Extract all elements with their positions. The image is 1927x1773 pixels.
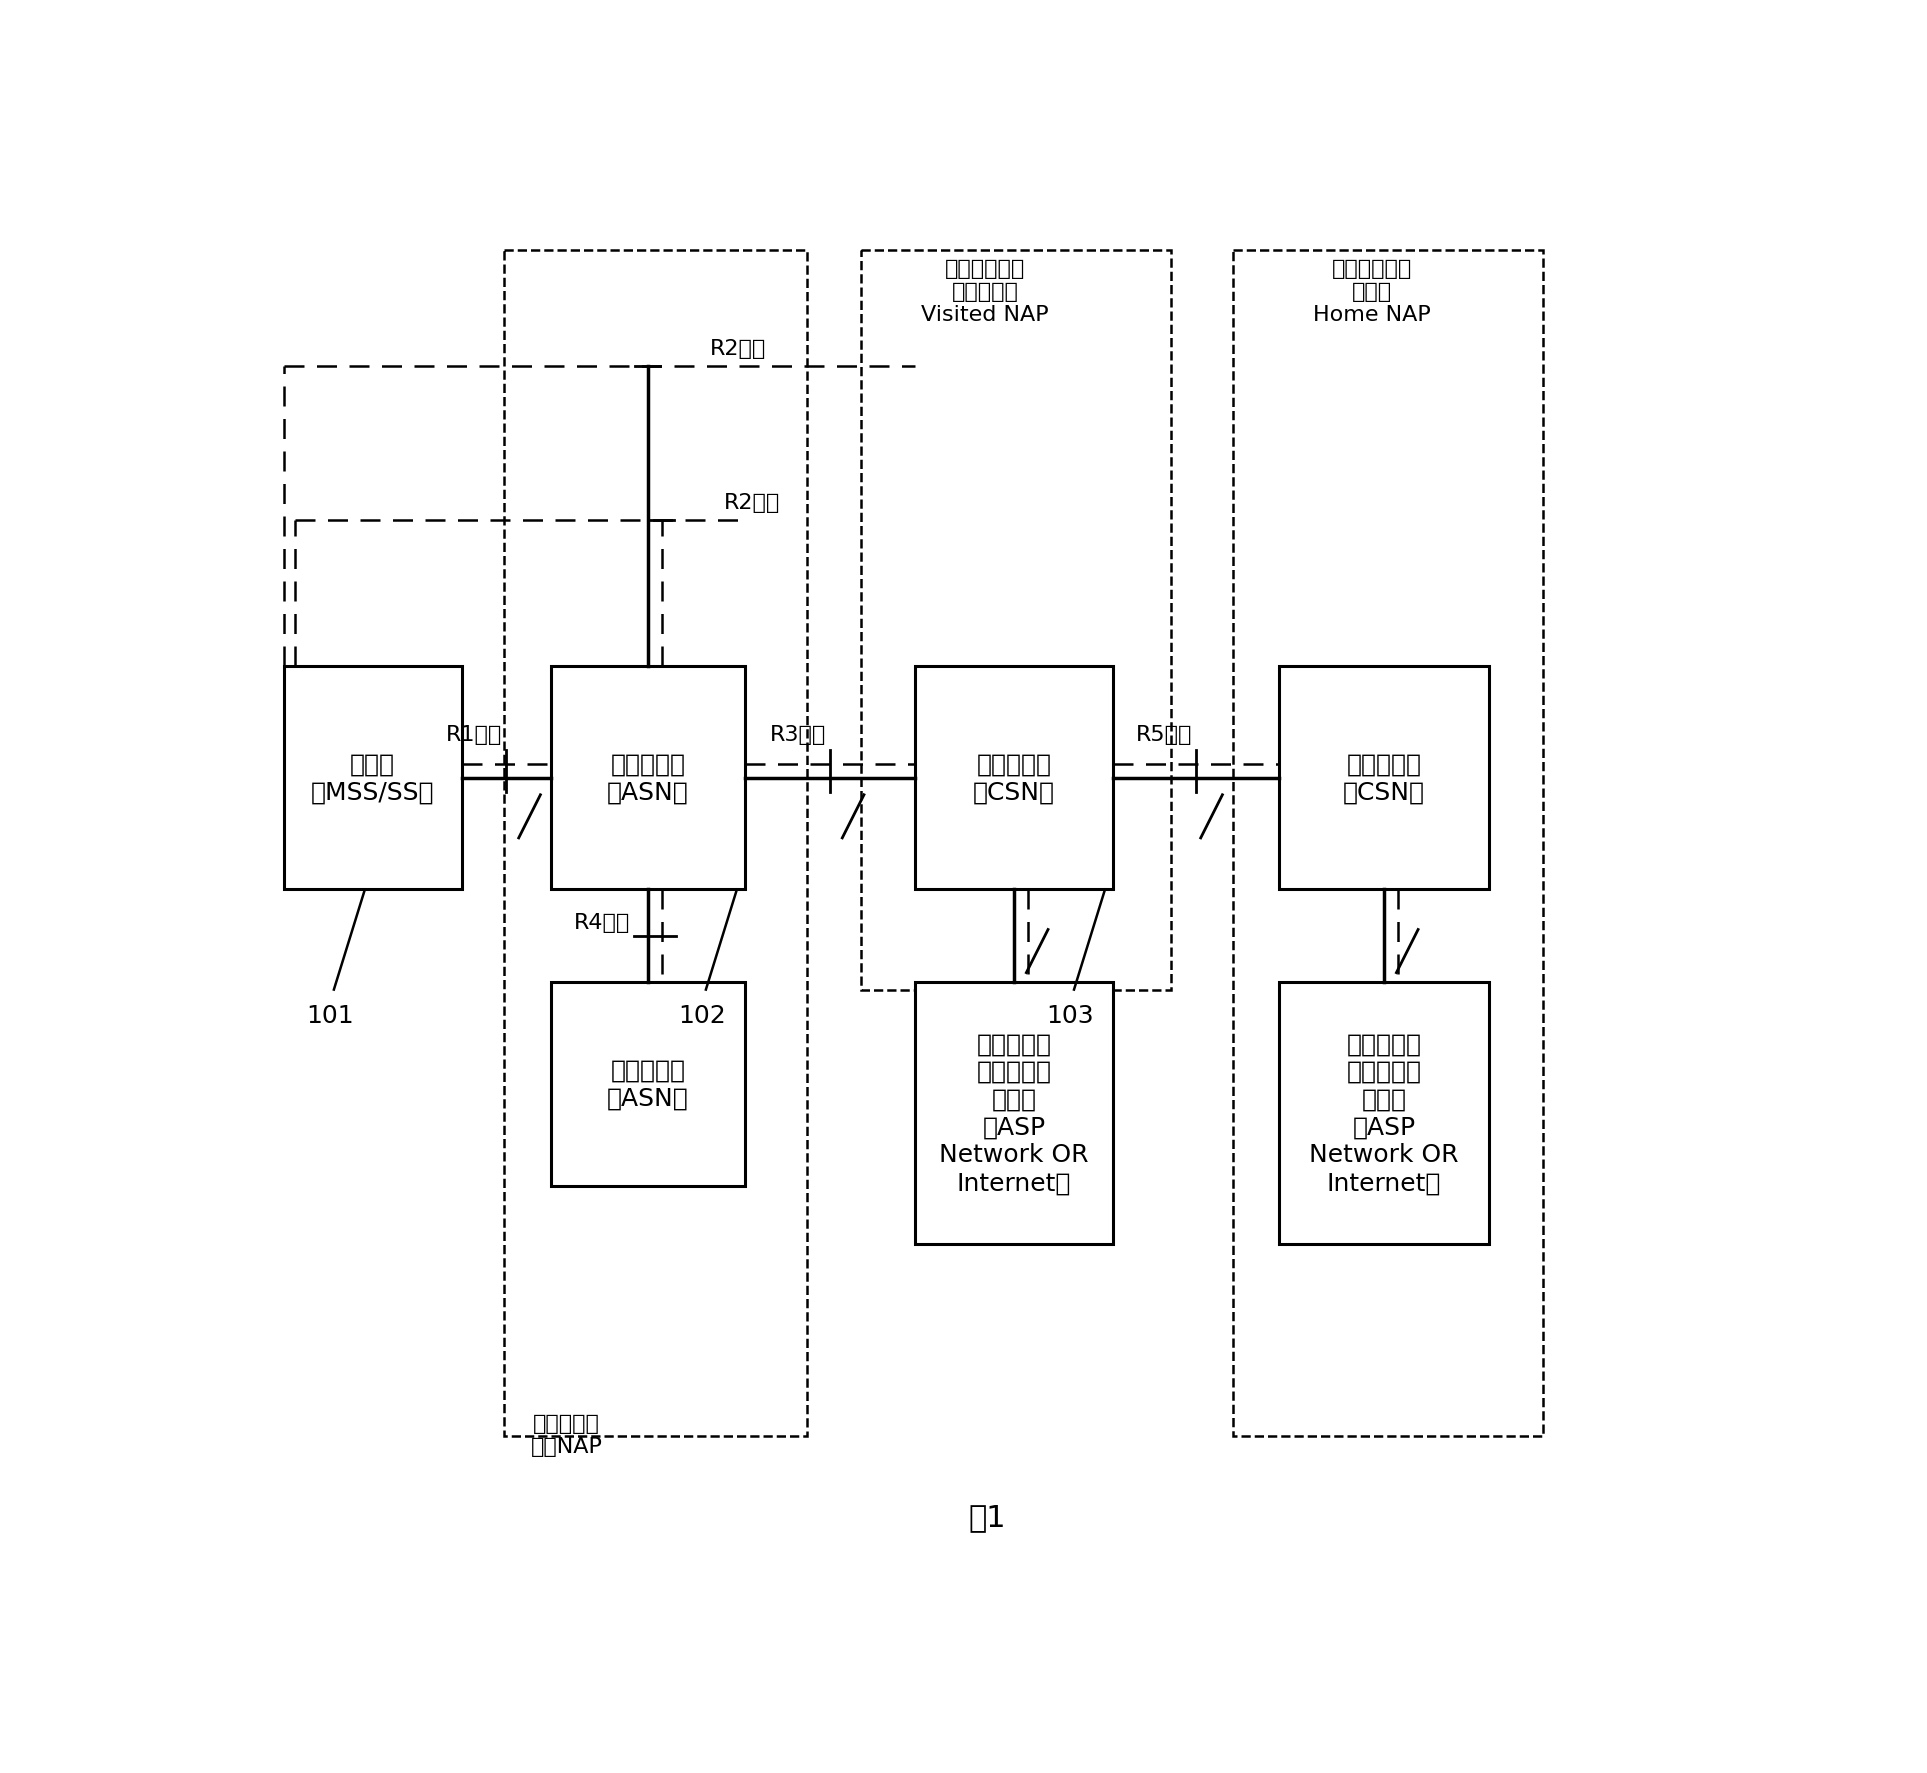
Bar bbox=[1280, 667, 1490, 890]
Bar bbox=[551, 667, 744, 890]
Text: 归属网络服务
提供商
Home NAP: 归属网络服务 提供商 Home NAP bbox=[1314, 259, 1432, 324]
Text: R2接口: R2接口 bbox=[725, 493, 780, 512]
Bar bbox=[505, 252, 807, 1436]
Text: 应用服务提
供商网络或
互联网
（ASP
Network OR
Internet）: 应用服务提 供商网络或 互联网 （ASP Network OR Internet… bbox=[1308, 1032, 1459, 1195]
Text: 被访问的网络
服务提供商
Visited NAP: 被访问的网络 服务提供商 Visited NAP bbox=[921, 259, 1048, 324]
Text: R4接口: R4接口 bbox=[574, 913, 630, 933]
Bar bbox=[1280, 982, 1490, 1245]
Bar bbox=[915, 982, 1112, 1245]
Text: 连接业务网
（CSN）: 连接业务网 （CSN） bbox=[1343, 752, 1424, 805]
Text: R3接口: R3接口 bbox=[769, 725, 827, 745]
Text: 接入业务网
（ASN）: 接入业务网 （ASN） bbox=[607, 752, 688, 805]
Text: 103: 103 bbox=[1046, 1004, 1095, 1028]
Text: 图1: 图1 bbox=[969, 1502, 1006, 1530]
Bar bbox=[1233, 252, 1544, 1436]
Text: 连接业务网
（CSN）: 连接业务网 （CSN） bbox=[973, 752, 1054, 805]
Text: 接入业务网
（ASN）: 接入业务网 （ASN） bbox=[607, 1058, 688, 1110]
Text: 101: 101 bbox=[306, 1004, 355, 1028]
Text: 102: 102 bbox=[678, 1004, 726, 1028]
Text: R1接口: R1接口 bbox=[447, 725, 503, 745]
Text: 应用服务提
供商网络或
互联网
（ASP
Network OR
Internet）: 应用服务提 供商网络或 互联网 （ASP Network OR Internet… bbox=[938, 1032, 1089, 1195]
Text: 网络接入服
务商NAP: 网络接入服 务商NAP bbox=[530, 1413, 603, 1456]
Text: R5接口: R5接口 bbox=[1135, 725, 1193, 745]
Bar bbox=[283, 667, 462, 890]
Bar bbox=[861, 252, 1172, 989]
Bar bbox=[915, 667, 1112, 890]
Text: 客户端
（MSS/SS）: 客户端 （MSS/SS） bbox=[310, 752, 434, 805]
Bar bbox=[551, 982, 744, 1186]
Text: R2接口: R2接口 bbox=[709, 339, 767, 358]
